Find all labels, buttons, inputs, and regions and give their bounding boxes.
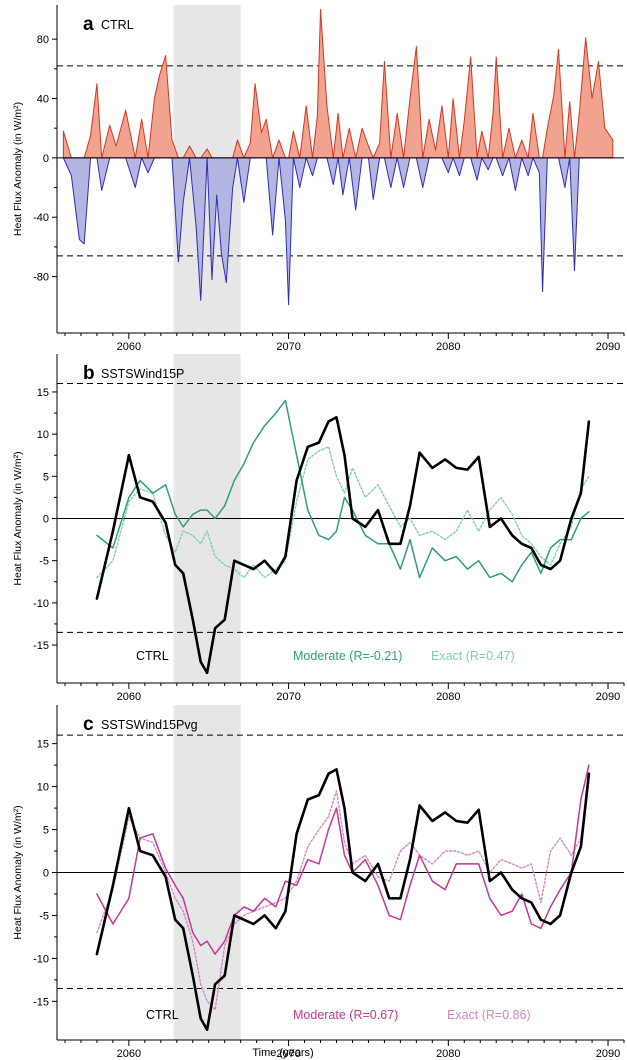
x-tick-label: 2080 <box>436 691 460 703</box>
x-tick-label: 2070 <box>276 691 300 703</box>
panel-a: 80 40 0 -40 -80 2060 2070 2080 2090 Heat Flux Ano… <box>12 5 625 353</box>
y-tick-label: -5 <box>39 910 49 922</box>
y-tick-label: -15 <box>33 640 49 652</box>
legend-label-moderate: Moderate (R=-0.21) <box>293 649 402 663</box>
y-tick-label: 10 <box>37 782 49 794</box>
legend-label-ctrl: CTRL <box>146 1008 179 1022</box>
y-axis-label: Heat Flux Anomaly (in W/m²) <box>12 805 24 939</box>
y-tick-label: 10 <box>37 429 49 441</box>
legend-label-exact: Exact (R=0.47) <box>431 649 515 663</box>
x-tick-label: 2060 <box>117 691 141 703</box>
series-line-exact <box>96 781 590 1011</box>
y-tick-label: -10 <box>33 598 49 610</box>
x-tick-label: 2060 <box>117 1048 141 1060</box>
y-tick-label: 5 <box>43 471 49 483</box>
y-tick-label: 5 <box>43 825 49 837</box>
y-axis-label: Heat Flux Anomaly (in W/m²) <box>12 102 24 236</box>
y-tick-label: 40 <box>37 94 49 106</box>
x-tick-label: 2090 <box>596 691 620 703</box>
x-tick-label: 2070 <box>276 1048 300 1060</box>
y-tick-label: -40 <box>33 212 49 224</box>
panel-title: SSTSWind15Pvg <box>101 718 198 732</box>
series-line-moderate <box>96 764 590 955</box>
y-tick-label: -10 <box>33 953 49 965</box>
y-tick-label: 15 <box>37 739 49 751</box>
legend-label-moderate: Moderate (R=0.67) <box>293 1008 398 1022</box>
x-tick-label: 2060 <box>117 341 141 353</box>
negative-anomaly-area <box>62 157 614 306</box>
legend-label-exact: Exact (R=0.86) <box>447 1008 531 1022</box>
y-tick-label: 0 <box>43 868 49 880</box>
x-tick-label: 2070 <box>276 341 300 353</box>
panel-title: SSTSWind15P <box>101 367 184 381</box>
series-line-ctrl <box>95 768 591 1031</box>
series-line-moderate <box>96 399 590 583</box>
positive-anomaly-area <box>62 8 614 159</box>
panel-letter: a <box>83 14 94 35</box>
panel-letter: c <box>83 714 94 735</box>
series-line-ctrl <box>95 416 591 675</box>
x-axis-label: Time (years) <box>252 1047 313 1059</box>
panel-b: CTRL Moderate (R=-0.21) Exact (R=0.47) 15 10… <box>12 354 625 703</box>
x-tick-label: 2080 <box>436 341 460 353</box>
legend-label-ctrl: CTRL <box>136 649 169 663</box>
panel-c: CTRL Moderate (R=0.67) Exact (R=0.86) 15 10 5… <box>12 705 625 1060</box>
x-tick-label: 2090 <box>596 1048 620 1060</box>
y-tick-label: 15 <box>37 387 49 399</box>
panel-letter: b <box>83 363 95 384</box>
panel-title: CTRL <box>101 18 134 32</box>
y-tick-label: -15 <box>33 996 49 1008</box>
x-tick-label: 2080 <box>436 1048 460 1060</box>
y-tick-label: -5 <box>39 556 49 568</box>
y-tick-label: 0 <box>43 153 49 165</box>
y-tick-label: 80 <box>37 34 49 46</box>
y-axis-label: Heat Flux Anomaly (in W/m²) <box>12 451 24 585</box>
y-tick-label: -80 <box>33 272 49 284</box>
x-tick-label: 2090 <box>596 341 620 353</box>
y-tick-label: 0 <box>43 514 49 526</box>
series-line-exact <box>96 446 590 579</box>
